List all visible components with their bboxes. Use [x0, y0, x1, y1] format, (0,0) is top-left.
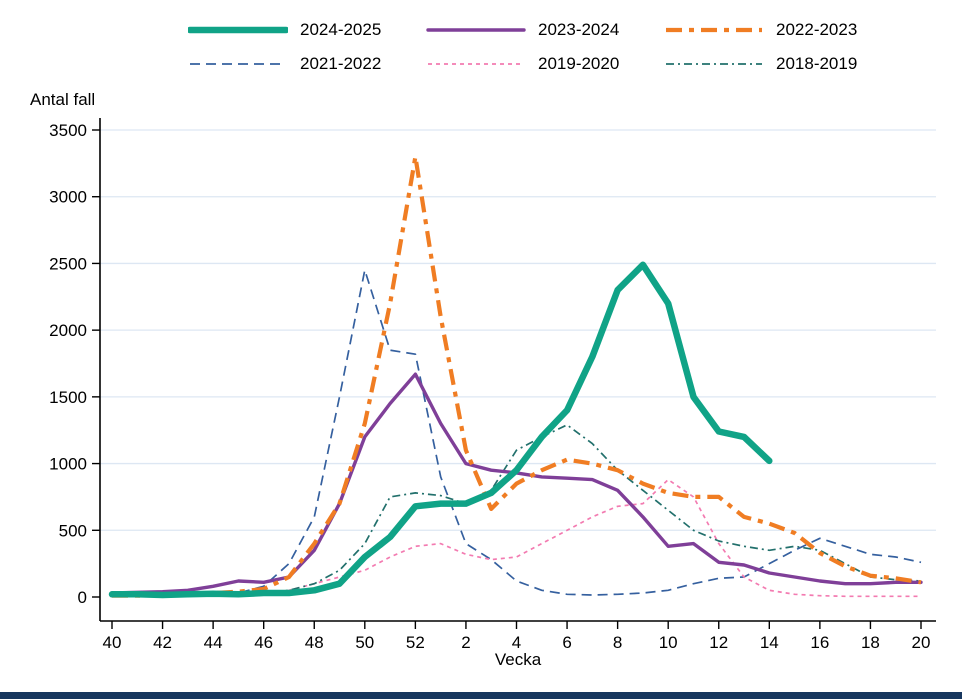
x-tick-label: 44 — [204, 633, 223, 652]
y-tick-label: 2500 — [49, 254, 87, 273]
legend-item-2021-2022: 2021-2022 — [188, 50, 426, 78]
x-tick-label: 42 — [153, 633, 172, 652]
series-line-2024-2025 — [108, 261, 773, 599]
legend-line-swatch — [188, 26, 288, 34]
x-tick-label: 40 — [103, 633, 122, 652]
y-tick-label: 1500 — [49, 388, 87, 407]
series-line-2022-2023 — [112, 154, 922, 598]
x-axis-title: Vecka — [494, 650, 542, 669]
legend-line-swatch — [666, 63, 762, 65]
x-tick-label: 48 — [305, 633, 324, 652]
legend-item-2022-2023: 2022-2023 — [664, 16, 902, 44]
series-line-2018-2019 — [112, 424, 922, 597]
x-tick-label: 46 — [254, 633, 273, 652]
legend-item-2018-2019: 2018-2019 — [664, 50, 902, 78]
series-line-2021-2022 — [112, 269, 922, 597]
x-tick-label: 2 — [461, 633, 470, 652]
x-tick-label: 14 — [760, 633, 779, 652]
legend-line-swatch — [190, 63, 286, 65]
x-tick-label: 16 — [810, 633, 829, 652]
series-line-2019-2020 — [112, 478, 921, 598]
legend-label: 2019-2020 — [538, 54, 620, 73]
x-tick-label: 12 — [709, 633, 728, 652]
x-tick-label: 50 — [355, 633, 374, 652]
chart-legend: 2024-2025 2023-2024 2022-2023 2021-2022 2019… — [188, 16, 902, 78]
x-tick-label: 4 — [512, 633, 521, 652]
legend-label: 2024-2025 — [300, 20, 382, 39]
x-tick-label: 20 — [912, 633, 931, 652]
legend-item-2019-2020: 2019-2020 — [426, 50, 664, 78]
legend-label: 2021-2022 — [300, 54, 382, 73]
y-tick-label: 3000 — [49, 188, 87, 207]
y-axis-title: Antal fall — [30, 90, 96, 109]
y-tick-label: 0 — [78, 588, 87, 607]
y-tick-label: 3500 — [49, 121, 87, 140]
x-tick-label: 52 — [406, 633, 425, 652]
x-tick-label: 10 — [659, 633, 678, 652]
x-tick-label: 18 — [861, 633, 880, 652]
legend-item-2023-2024: 2023-2024 — [426, 16, 664, 44]
legend-line-swatch — [666, 27, 762, 33]
x-tick-label: 6 — [562, 633, 571, 652]
y-tick-label: 500 — [59, 521, 87, 540]
legend-label: 2018-2019 — [776, 54, 858, 73]
y-tick-label: 2000 — [49, 321, 87, 340]
legend-item-2024-2025: 2024-2025 — [188, 16, 426, 44]
legend-label: 2023-2024 — [538, 20, 620, 39]
bottom-border-bar — [0, 692, 962, 699]
legend-line-swatch — [426, 28, 526, 32]
y-tick-label: 1000 — [49, 455, 87, 474]
x-tick-label: 8 — [613, 633, 622, 652]
legend-label: 2022-2023 — [776, 20, 858, 39]
legend-line-swatch — [428, 63, 524, 65]
